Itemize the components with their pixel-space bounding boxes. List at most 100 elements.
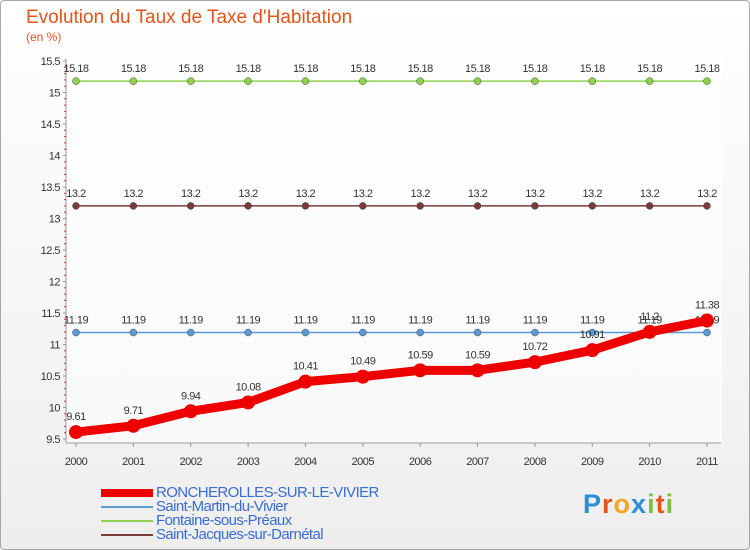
- y-tick-label: 10.5: [41, 371, 61, 383]
- y-tick-label: 13.5: [41, 182, 61, 194]
- data-label-roncherolles-sur-le-vivier: 11.38: [695, 300, 720, 312]
- data-point-saint-jacques-sur-darnetal: [359, 202, 367, 210]
- chart-title: Evolution du Taux de Taxe d'Habitation: [26, 7, 353, 28]
- data-point-roncherolles-sur-le-vivier: [585, 343, 600, 358]
- data-label-roncherolles-sur-le-vivier: 10.72: [522, 341, 547, 353]
- data-point-fontaine-sous-preaux: [588, 77, 597, 85]
- data-label-saint-jacques-sur-darnetal: 13.2: [525, 188, 545, 200]
- x-tick-label: 2003: [237, 456, 260, 468]
- y-tick-label: 12: [49, 277, 61, 289]
- data-point-fontaine-sous-preaux: [473, 77, 482, 85]
- data-label-fontaine-sous-preaux: 15.18: [293, 63, 318, 75]
- data-label-roncherolles-sur-le-vivier: 10.91: [580, 329, 605, 341]
- data-point-fontaine-sous-preaux: [703, 77, 711, 85]
- data-label-saint-martin-du-vivier: 11.19: [236, 315, 261, 327]
- data-label-fontaine-sous-preaux: 15.18: [408, 63, 433, 75]
- data-label-roncherolles-sur-le-vivier: 10.59: [465, 349, 490, 361]
- y-tick-label: 11: [50, 340, 61, 352]
- x-tick-label: 2000: [65, 456, 88, 468]
- data-point-saint-martin-du-vivier: [359, 328, 367, 337]
- data-point-saint-jacques-sur-darnetal: [129, 202, 138, 210]
- data-point-roncherolles-sur-le-vivier: [355, 369, 370, 384]
- x-tick-label: 2008: [524, 456, 547, 468]
- data-label-roncherolles-sur-le-vivier: 11.2: [640, 311, 659, 323]
- data-label-fontaine-sous-preaux: 15.18: [178, 63, 203, 75]
- data-point-saint-martin-du-vivier: [301, 328, 310, 337]
- data-label-saint-martin-du-vivier: 11.19: [179, 315, 204, 327]
- data-label-saint-martin-du-vivier: 11.19: [465, 315, 490, 327]
- data-label-saint-jacques-sur-darnetal: 13.2: [583, 188, 603, 200]
- x-tick-label: 2005: [352, 456, 375, 468]
- data-label-roncherolles-sur-le-vivier: 10.49: [350, 356, 375, 368]
- y-tick-label: 15.5: [41, 56, 61, 68]
- data-label-roncherolles-sur-le-vivier: 9.94: [181, 390, 201, 402]
- series-line-roncherolles-sur-le-vivier: [71, 316, 712, 437]
- data-label-saint-jacques-sur-darnetal: 13.2: [353, 188, 373, 200]
- data-point-fontaine-sous-preaux: [416, 77, 424, 85]
- data-point-saint-jacques-sur-darnetal: [72, 202, 80, 210]
- data-point-saint-jacques-sur-darnetal: [416, 202, 424, 210]
- data-label-roncherolles-sur-le-vivier: 9.61: [66, 411, 86, 423]
- data-label-saint-martin-du-vivier: 11.19: [638, 315, 663, 327]
- data-point-roncherolles-sur-le-vivier: [241, 395, 256, 410]
- x-tick-label: 2010: [638, 456, 661, 468]
- data-point-saint-martin-du-vivier: [473, 328, 482, 337]
- y-tick-label: 9.5: [46, 434, 60, 446]
- data-label-saint-jacques-sur-darnetal: 13.2: [124, 188, 144, 200]
- data-point-saint-jacques-sur-darnetal: [186, 202, 195, 210]
- data-point-fontaine-sous-preaux: [72, 77, 80, 85]
- data-label-saint-jacques-sur-darnetal: 13.2: [296, 188, 316, 200]
- chart-unit: (en %): [26, 30, 62, 44]
- y-tick-label: 14: [49, 151, 61, 163]
- data-label-roncherolles-sur-le-vivier: 10.41: [293, 361, 318, 373]
- data-label-saint-martin-du-vivier: 11.19: [408, 315, 433, 327]
- data-label-saint-jacques-sur-darnetal: 13.2: [640, 188, 660, 200]
- data-point-saint-jacques-sur-darnetal: [473, 202, 482, 210]
- data-label-fontaine-sous-preaux: 15.18: [236, 63, 261, 75]
- data-point-saint-martin-du-vivier: [588, 328, 597, 337]
- data-point-roncherolles-sur-le-vivier: [700, 313, 714, 328]
- data-label-saint-jacques-sur-darnetal: 13.2: [468, 188, 488, 200]
- data-point-fontaine-sous-preaux: [531, 77, 539, 85]
- data-label-saint-jacques-sur-darnetal: 13.2: [66, 188, 86, 200]
- legend-label-fontaine: Fontaine-sous-Préaux: [156, 512, 292, 529]
- data-label-fontaine-sous-preaux: 15.18: [350, 63, 375, 75]
- data-point-roncherolles-sur-le-vivier: [183, 404, 198, 419]
- data-label-fontaine-sous-preaux: 15.18: [121, 63, 146, 75]
- data-label-saint-jacques-sur-darnetal: 13.2: [410, 188, 430, 200]
- x-tick-label: 2004: [294, 456, 317, 468]
- data-point-saint-martin-du-vivier: [244, 328, 252, 337]
- data-point-fontaine-sous-preaux: [244, 77, 252, 85]
- legend-swatch-saint-jacques: [101, 534, 153, 536]
- data-point-saint-jacques-sur-darnetal: [588, 202, 597, 210]
- data-point-roncherolles-sur-le-vivier: [413, 363, 428, 378]
- legend-swatch-roncherolles: [101, 489, 153, 497]
- data-label-saint-jacques-sur-darnetal: 13.2: [181, 188, 201, 200]
- x-tick-label: 2001: [122, 456, 145, 468]
- data-label-saint-martin-du-vivier: 11.19: [121, 315, 146, 327]
- y-tick-label: 10: [49, 403, 61, 415]
- data-point-saint-martin-du-vivier: [129, 328, 138, 337]
- data-point-roncherolles-sur-le-vivier: [298, 374, 313, 389]
- legend-label-saint-jacques: Saint-Jacques-sur-Darnétal: [156, 526, 324, 543]
- legend-swatch-saint-martin: [101, 506, 153, 508]
- data-point-saint-jacques-sur-darnetal: [703, 202, 711, 210]
- data-label-saint-jacques-sur-darnetal: 13.2: [697, 188, 717, 200]
- x-tick-label: 2006: [409, 456, 432, 468]
- data-point-saint-jacques-sur-darnetal: [531, 202, 539, 210]
- legend-label-roncherolles: RONCHEROLLES-SUR-LE-VIVIER: [156, 484, 379, 501]
- x-tick-label: 2002: [179, 456, 202, 468]
- data-label-saint-martin-du-vivier: 11.19: [580, 315, 605, 327]
- data-point-fontaine-sous-preaux: [301, 77, 310, 85]
- data-point-roncherolles-sur-le-vivier: [470, 363, 485, 378]
- data-point-saint-martin-du-vivier: [416, 328, 424, 337]
- data-point-fontaine-sous-preaux: [645, 77, 654, 85]
- data-point-fontaine-sous-preaux: [359, 77, 367, 85]
- data-point-saint-martin-du-vivier: [72, 328, 80, 337]
- y-tick-label: 13: [49, 214, 61, 226]
- data-label-fontaine-sous-preaux: 15.18: [637, 63, 662, 75]
- data-point-saint-jacques-sur-darnetal: [244, 202, 252, 210]
- data-label-fontaine-sous-preaux: 15.18: [694, 63, 719, 75]
- y-tick-label: 11.5: [41, 308, 60, 320]
- data-point-roncherolles-sur-le-vivier: [69, 425, 83, 440]
